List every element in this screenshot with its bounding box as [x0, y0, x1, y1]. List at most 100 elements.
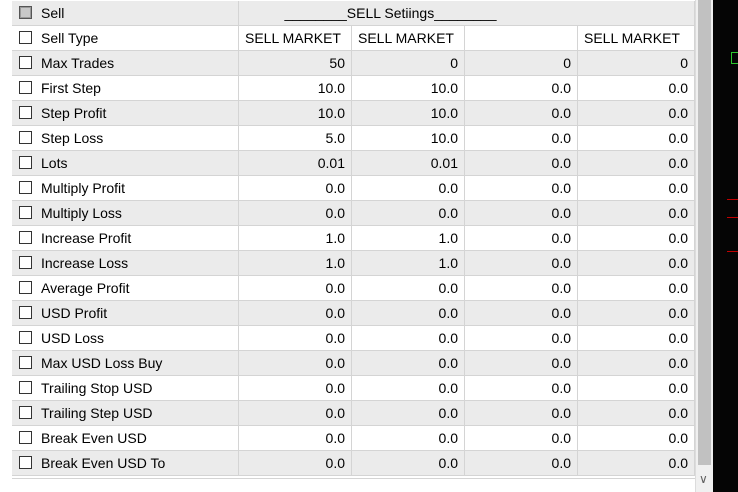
value-cell[interactable]: 0.0	[465, 376, 578, 400]
value-cell[interactable]: 0.0	[578, 226, 695, 250]
value-cell[interactable]: 1.0	[352, 251, 465, 275]
value-cell[interactable]: 1.0	[352, 226, 465, 250]
value-cell[interactable]: 0.0	[465, 401, 578, 425]
vertical-scrollbar[interactable]: ∨	[695, 0, 713, 492]
value-cell[interactable]: 0.0	[239, 276, 352, 300]
value-cell[interactable]: 0.0	[352, 376, 465, 400]
value-cell[interactable]: 50	[239, 51, 352, 75]
value-cell[interactable]: 10.0	[352, 76, 465, 100]
value-cell[interactable]: 0.0	[352, 176, 465, 200]
sell-type-cell-2[interactable]: SELL MARKET	[352, 26, 465, 50]
value-cell[interactable]: 0.0	[239, 401, 352, 425]
row-label-cell[interactable]: Step Loss	[12, 126, 239, 150]
value-cell[interactable]: 0	[352, 51, 465, 75]
value-cell[interactable]: 0.0	[465, 101, 578, 125]
value-cell[interactable]: 0.0	[578, 351, 695, 375]
value-cell[interactable]: 0.0	[465, 451, 578, 475]
sell-type-cell-1[interactable]: SELL MARKET	[239, 26, 352, 50]
row-label-cell[interactable]: Increase Profit	[12, 226, 239, 250]
sell-type-cell-3[interactable]	[465, 26, 578, 50]
chevron-down-icon[interactable]: ∨	[699, 472, 708, 486]
value-cell[interactable]: 0.0	[239, 301, 352, 325]
row-checkbox[interactable]	[19, 281, 32, 294]
value-cell[interactable]: 0.0	[465, 301, 578, 325]
row-label-cell[interactable]: Max USD Loss Buy	[12, 351, 239, 375]
value-cell[interactable]: 0.0	[239, 326, 352, 350]
sell-toggle-cell[interactable]: Sell	[12, 1, 239, 25]
row-checkbox[interactable]	[19, 81, 32, 94]
value-cell[interactable]: 0.0	[465, 351, 578, 375]
value-cell[interactable]: 5.0	[239, 126, 352, 150]
row-checkbox[interactable]	[19, 256, 32, 269]
value-cell[interactable]: 0.0	[352, 401, 465, 425]
value-cell[interactable]: 0	[578, 51, 695, 75]
row-checkbox[interactable]	[19, 106, 32, 119]
value-cell[interactable]: 0.0	[352, 326, 465, 350]
value-cell[interactable]: 0.0	[352, 351, 465, 375]
value-cell[interactable]: 0.0	[352, 426, 465, 450]
row-label-cell[interactable]: Average Profit	[12, 276, 239, 300]
value-cell[interactable]: 0.0	[465, 326, 578, 350]
value-cell[interactable]: 0.0	[578, 376, 695, 400]
value-cell[interactable]: 0.0	[465, 176, 578, 200]
row-checkbox[interactable]	[19, 406, 32, 419]
sell-checkbox[interactable]	[19, 6, 32, 19]
row-label-cell[interactable]: Multiply Profit	[12, 176, 239, 200]
row-checkbox[interactable]	[19, 56, 32, 69]
row-label-cell[interactable]: Break Even USD	[12, 426, 239, 450]
value-cell[interactable]: 1.0	[239, 226, 352, 250]
value-cell[interactable]: 0.0	[465, 201, 578, 225]
row-label-cell[interactable]: USD Profit	[12, 301, 239, 325]
row-checkbox[interactable]	[19, 181, 32, 194]
row-label-cell[interactable]: Break Even USD To	[12, 451, 239, 475]
value-cell[interactable]: 0.0	[352, 276, 465, 300]
row-checkbox[interactable]	[19, 131, 32, 144]
row-checkbox[interactable]	[19, 431, 32, 444]
scrollbar-thumb[interactable]	[698, 0, 711, 465]
row-checkbox[interactable]	[19, 306, 32, 319]
value-cell[interactable]: 0.0	[578, 301, 695, 325]
value-cell[interactable]: 0.01	[239, 151, 352, 175]
value-cell[interactable]: 0.0	[352, 301, 465, 325]
row-label-cell[interactable]: Sell Type	[12, 26, 239, 50]
row-checkbox[interactable]	[19, 31, 32, 44]
value-cell[interactable]: 0.0	[578, 176, 695, 200]
value-cell[interactable]: 0.0	[239, 426, 352, 450]
value-cell[interactable]: 0.0	[465, 276, 578, 300]
sell-type-cell-4[interactable]: SELL MARKET	[578, 26, 695, 50]
row-checkbox[interactable]	[19, 206, 32, 219]
value-cell[interactable]: 0.0	[578, 326, 695, 350]
row-checkbox[interactable]	[19, 381, 32, 394]
row-checkbox[interactable]	[19, 156, 32, 169]
value-cell[interactable]: 0.0	[465, 426, 578, 450]
value-cell[interactable]: 0.0	[465, 126, 578, 150]
row-checkbox[interactable]	[19, 331, 32, 344]
value-cell[interactable]: 1.0	[239, 251, 352, 275]
value-cell[interactable]: 0.0	[578, 101, 695, 125]
value-cell[interactable]: 0.0	[578, 201, 695, 225]
row-label-cell[interactable]: Increase Loss	[12, 251, 239, 275]
value-cell[interactable]: 0.0	[239, 376, 352, 400]
value-cell[interactable]: 0.0	[352, 201, 465, 225]
row-label-cell[interactable]: Lots	[12, 151, 239, 175]
value-cell[interactable]: 0.0	[465, 226, 578, 250]
row-label-cell[interactable]: Trailing Stop USD	[12, 376, 239, 400]
value-cell[interactable]: 0.0	[352, 451, 465, 475]
value-cell[interactable]: 10.0	[352, 101, 465, 125]
value-cell[interactable]: 0	[465, 51, 578, 75]
value-cell[interactable]: 0.0	[578, 426, 695, 450]
value-cell[interactable]: 10.0	[352, 126, 465, 150]
value-cell[interactable]: 0.01	[352, 151, 465, 175]
value-cell[interactable]: 0.0	[465, 151, 578, 175]
row-checkbox[interactable]	[19, 231, 32, 244]
value-cell[interactable]: 0.0	[578, 251, 695, 275]
row-checkbox[interactable]	[19, 456, 32, 469]
value-cell[interactable]: 0.0	[578, 151, 695, 175]
value-cell[interactable]: 0.0	[239, 201, 352, 225]
row-checkbox[interactable]	[19, 356, 32, 369]
row-label-cell[interactable]: First Step	[12, 76, 239, 100]
value-cell[interactable]: 10.0	[239, 76, 352, 100]
value-cell[interactable]: 0.0	[239, 451, 352, 475]
value-cell[interactable]: 0.0	[465, 251, 578, 275]
row-label-cell[interactable]: Max Trades	[12, 51, 239, 75]
